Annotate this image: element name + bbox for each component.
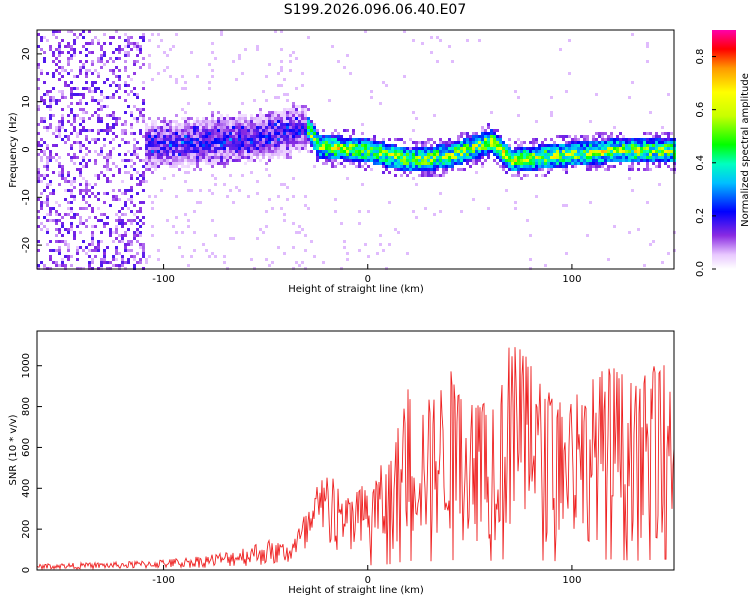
snr-x-label: Height of straight line (km) bbox=[288, 585, 424, 596]
y-tick-label: -20 bbox=[21, 237, 32, 253]
colorbar-tick-label: 0.6 bbox=[695, 102, 706, 118]
snr-panel: -100 0 100 0 200 400 600 800 1000 Height of str… bbox=[8, 330, 675, 596]
colorbar-tick-label: 0.0 bbox=[695, 261, 706, 277]
spectrogram-y-label: Frequency (Hz) bbox=[8, 112, 19, 188]
colorbar-tick-label: 0.2 bbox=[695, 208, 706, 224]
y-tick-label: 200 bbox=[21, 520, 32, 539]
y-tick-label: 400 bbox=[21, 479, 32, 498]
spectrogram-x-ticks: -100 0 100 bbox=[152, 264, 581, 285]
x-tick-label: -100 bbox=[152, 575, 175, 586]
y-tick-label: -10 bbox=[21, 189, 32, 205]
y-tick-label: 0 bbox=[21, 146, 32, 152]
colorbar-tick-label: 0.8 bbox=[695, 49, 706, 65]
x-tick-label: 0 bbox=[365, 274, 371, 285]
x-tick-label: 0 bbox=[365, 575, 371, 586]
colorbar-tick-label: 0.4 bbox=[695, 155, 706, 171]
spectrogram-x-label: Height of straight line (km) bbox=[288, 284, 424, 295]
y-tick-label: 20 bbox=[21, 48, 32, 61]
snr-frame bbox=[36, 330, 675, 571]
spectrogram-cells bbox=[37, 30, 676, 270]
colorbar-gradient bbox=[712, 30, 736, 269]
x-tick-label: -100 bbox=[152, 274, 175, 285]
colorbar-label: Normalized spectral amplitude bbox=[740, 73, 750, 227]
y-tick-label: 1000 bbox=[21, 353, 32, 378]
snr-y-label: SNR (10 * v/v) bbox=[8, 414, 19, 485]
y-tick-label: 0 bbox=[21, 567, 32, 573]
x-tick-label: 100 bbox=[562, 575, 581, 586]
colorbar-ticks: 0.0 0.2 0.4 0.6 0.8 bbox=[695, 49, 716, 277]
snr-y-ticks: 0 200 400 600 800 1000 bbox=[21, 353, 42, 573]
colorbar: 0.0 0.2 0.4 0.6 0.8 Normalized spectral ampl… bbox=[695, 30, 750, 277]
snr-line bbox=[36, 347, 675, 571]
figure-title: S199.2026.096.06.40.E07 bbox=[284, 2, 467, 18]
y-tick-label: 800 bbox=[21, 397, 32, 416]
x-tick-label: 100 bbox=[562, 274, 581, 285]
snr-series bbox=[36, 347, 675, 571]
y-tick-label: 600 bbox=[21, 438, 32, 457]
y-tick-label: 10 bbox=[21, 95, 32, 108]
spectrogram-y-ticks: -20 -10 0 10 20 bbox=[21, 48, 42, 253]
snr-x-ticks: -100 0 100 bbox=[152, 565, 581, 586]
